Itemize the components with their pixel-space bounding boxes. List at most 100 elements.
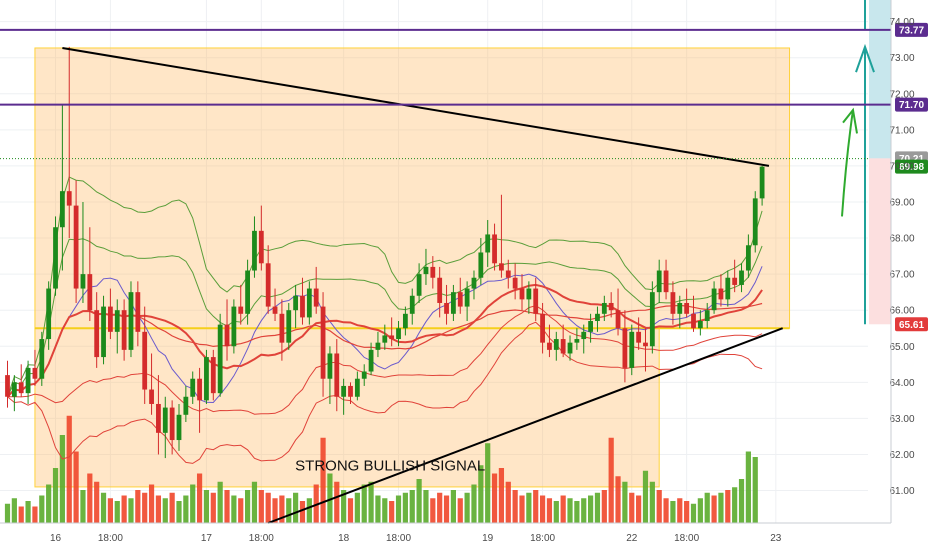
x-tick-label: 18:00 [530, 533, 555, 544]
volume-bar [80, 490, 86, 523]
volume-bar [684, 501, 690, 523]
candle-body [94, 310, 100, 358]
y-tick-label: 62.00 [889, 450, 914, 461]
volume-bar [732, 487, 738, 523]
volume-bar [553, 501, 559, 523]
volume-bar [608, 437, 614, 523]
volume-bar [155, 495, 162, 523]
candle-body [485, 234, 491, 253]
candle-body [471, 277, 477, 289]
volume-bar [636, 495, 642, 523]
y-tick-label: 63.00 [889, 414, 914, 425]
volume-bar [677, 498, 683, 523]
y-tick-label: 67.00 [889, 270, 914, 281]
candle-body [279, 313, 285, 343]
volume-bar [594, 492, 601, 523]
candle-body [210, 357, 216, 394]
candle-body [622, 328, 628, 368]
volume-bar [656, 490, 662, 523]
candle-body [526, 288, 532, 300]
candle-body [560, 339, 566, 354]
volume-bar [11, 498, 17, 523]
volume-bar [128, 498, 134, 523]
volume-bar [169, 492, 175, 523]
volume-bar [94, 481, 100, 523]
price-label-bg [895, 97, 928, 112]
volume-bar [491, 473, 498, 523]
x-tick-label: 19 [482, 533, 494, 544]
candle-body [361, 371, 367, 379]
volume-bar [121, 495, 127, 523]
y-tick-label: 66.00 [889, 306, 914, 317]
candle-body [718, 288, 724, 300]
candle-body [121, 310, 127, 350]
candle-body [704, 310, 710, 322]
x-tick-label: 18:00 [386, 533, 411, 544]
volume-bar [251, 481, 258, 523]
candle-body [217, 324, 223, 394]
candle-body [608, 302, 614, 311]
price-label: 69.98 [899, 162, 924, 173]
upper-band-line [7, 238, 763, 398]
volume-bar [272, 498, 278, 523]
candle-body [540, 313, 545, 343]
candle-body [492, 234, 497, 264]
candle-body [101, 306, 106, 358]
volume-bar [471, 484, 477, 523]
volume-bar [567, 498, 573, 523]
volume-bar [389, 501, 395, 523]
candle-body [190, 378, 196, 397]
volume-bar [402, 492, 408, 523]
candle-body [224, 324, 230, 347]
candle-body [437, 277, 443, 303]
y-tick-label: 73.00 [889, 53, 914, 64]
candle-body [368, 349, 374, 372]
candle-body [197, 378, 202, 401]
volume-bar [245, 490, 251, 523]
trendline [267, 327, 784, 524]
volume-bar [498, 468, 505, 523]
volume-bar [162, 498, 168, 523]
candle-body [382, 335, 388, 343]
candle-body [505, 270, 511, 278]
y-tick-label: 64.00 [889, 378, 914, 389]
candle-body [649, 292, 655, 347]
price-label: 71.70 [899, 100, 924, 111]
volume-bar [416, 479, 422, 523]
volume-bar [642, 470, 649, 523]
volume-bar [176, 501, 182, 523]
candle-body [402, 313, 408, 329]
candle-body [162, 407, 168, 433]
candle-body [396, 328, 401, 340]
volume-bars [4, 415, 758, 523]
candle-body [547, 342, 552, 350]
x-tick-label: 16 [50, 533, 62, 544]
volume-bar [32, 506, 38, 523]
candle-body [745, 245, 751, 271]
volume-bar [341, 490, 347, 523]
volume-bar [18, 506, 24, 523]
target-zone [869, 0, 891, 159]
volume-bar [39, 495, 45, 523]
candle-body [670, 292, 676, 314]
upper-band-line [7, 176, 763, 397]
volume-bar [437, 492, 443, 523]
volume-bar [148, 484, 155, 523]
volume-bar [423, 490, 429, 523]
volume-bar [203, 490, 210, 523]
candle-body [66, 191, 72, 206]
candle-body [725, 277, 731, 300]
volume-bar [135, 490, 141, 523]
candle-body [478, 252, 484, 278]
candle-body [588, 321, 593, 332]
candle-body [677, 302, 683, 314]
volume-bar [409, 490, 415, 523]
price-label: 70.21 [899, 154, 924, 165]
x-tick-label: 18:00 [98, 533, 123, 544]
candle-body [711, 288, 717, 311]
candle-body [389, 335, 395, 340]
candle-body [73, 205, 79, 289]
candle-body [327, 353, 333, 379]
volume-bar [286, 498, 292, 523]
target-arrow-head [855, 43, 875, 73]
